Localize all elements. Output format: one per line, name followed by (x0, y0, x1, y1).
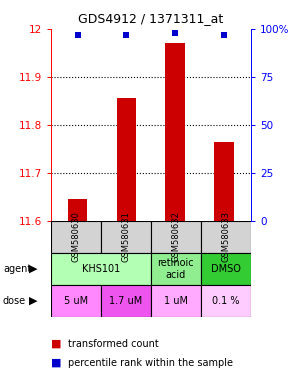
Text: 1.7 uM: 1.7 uM (109, 296, 142, 306)
Text: GSM580630: GSM580630 (71, 211, 80, 262)
Text: 5 uM: 5 uM (64, 296, 88, 306)
Text: retinoic
acid: retinoic acid (157, 258, 194, 280)
Text: GSM580631: GSM580631 (121, 211, 130, 262)
Bar (165, 43, 185, 221)
Text: ■: ■ (51, 339, 61, 349)
Bar (51, 285, 101, 317)
Text: DMSO: DMSO (211, 264, 241, 274)
Bar (151, 285, 201, 317)
Text: 1 uM: 1 uM (164, 296, 188, 306)
Text: ■: ■ (51, 358, 61, 368)
Bar (51, 221, 101, 253)
Text: percentile rank within the sample: percentile rank within the sample (68, 358, 233, 368)
Bar (68, 199, 87, 221)
Text: KHS101: KHS101 (82, 264, 120, 274)
Bar (201, 221, 251, 253)
Title: GDS4912 / 1371311_at: GDS4912 / 1371311_at (78, 12, 223, 25)
Bar (101, 221, 151, 253)
Bar (214, 142, 234, 221)
Text: dose: dose (3, 296, 26, 306)
Text: ▶: ▶ (29, 296, 38, 306)
Text: transformed count: transformed count (68, 339, 159, 349)
Bar (101, 285, 151, 317)
Text: 0.1 %: 0.1 % (212, 296, 240, 306)
Bar (201, 253, 251, 285)
Text: GSM580632: GSM580632 (171, 211, 180, 262)
Text: ▶: ▶ (29, 264, 38, 274)
Text: agent: agent (3, 264, 31, 274)
Text: GSM580633: GSM580633 (221, 211, 230, 262)
Bar (51, 253, 151, 285)
Bar (201, 285, 251, 317)
Bar (117, 98, 136, 221)
Bar (151, 221, 201, 253)
Bar (151, 253, 201, 285)
